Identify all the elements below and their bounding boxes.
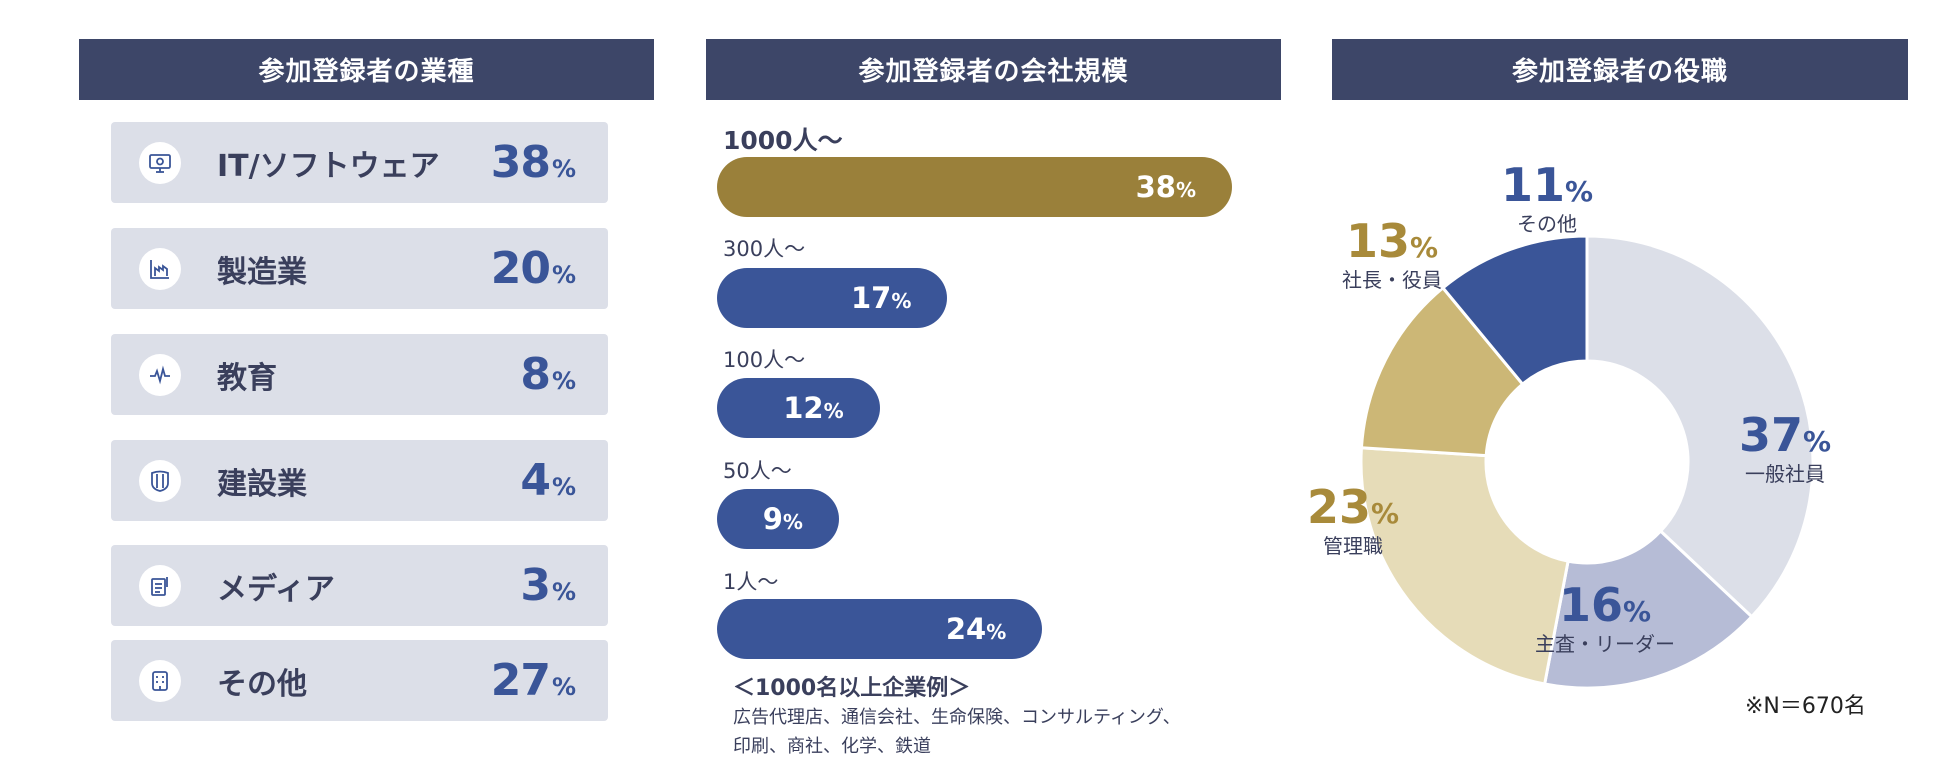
bar-value-label: 17% [850, 281, 912, 315]
donut-slice-label: 16% 主査・リーダー [1535, 578, 1675, 656]
industry-row-media: メディア 3% [111, 545, 608, 626]
industry-row-education: 教育 8% [111, 334, 608, 415]
bar: 9% [717, 489, 839, 549]
factory-icon [139, 248, 181, 290]
industry-header: 参加登録者の業種 [79, 39, 654, 100]
example-companies-list: 広告代理店、通信会社、生命保険、コンサルティング、印刷、商社、化学、鉄道 [733, 707, 1181, 757]
industry-row-manufacturing: 製造業 20% [111, 228, 608, 309]
building-icon [139, 660, 181, 702]
industry-value: 20% [490, 243, 576, 294]
bar-category-label: 100人〜 [723, 348, 806, 372]
bar-value-label: 38% [1135, 170, 1196, 204]
donut-slice [1359, 446, 1570, 686]
industry-label: 教育 [217, 360, 277, 396]
donut-slice [1542, 529, 1754, 690]
donut-slice-label: 23% 管理職 [1306, 480, 1400, 558]
industry-value: 27% [490, 655, 576, 706]
donut-slice-label: 37% 一般社員 [1738, 408, 1832, 486]
shield-icon [139, 460, 181, 502]
industry-value: 3% [520, 560, 576, 611]
industry-label: 建設業 [217, 466, 307, 502]
industry-label: IT/ソフトウェア [217, 148, 440, 184]
bar: 17% [717, 268, 948, 328]
bar: 12% [717, 378, 880, 438]
bar-value-label: 9% [762, 502, 803, 536]
industry-label: 製造業 [217, 254, 307, 290]
donut-slice-label: 11% その他 [1500, 158, 1594, 236]
example-companies-title: ＜1000名以上企業例＞ [733, 676, 971, 701]
industry-label: その他 [217, 666, 307, 702]
donut-slice-label: 13% 社長・役員 [1342, 214, 1442, 292]
industry-row-it: IT/ソフトウェア 38% [111, 122, 608, 203]
position-header: 参加登録者の役職 [1332, 39, 1908, 100]
bar-value-label: 12% [783, 391, 844, 425]
industry-value: 8% [520, 349, 576, 400]
bar-category-label: 1000人〜 [723, 126, 843, 155]
pulse-icon [139, 354, 181, 396]
industry-label: メディア [217, 571, 335, 607]
donut-slice [1359, 285, 1525, 458]
sample-size-note: ※N＝670名 [1745, 694, 1866, 719]
industry-value: 38% [490, 137, 576, 188]
company-size-header: 参加登録者の会社規模 [706, 39, 1281, 100]
industry-row-other: その他 27% [111, 640, 608, 721]
bar: 24% [717, 599, 1043, 659]
industry-value: 4% [520, 455, 576, 506]
donut-slice [1440, 234, 1589, 387]
donut-slice [1585, 234, 1815, 619]
bar-value-label: 24% [945, 612, 1007, 646]
bar-category-label: 50人〜 [723, 459, 792, 483]
industry-row-construction: 建設業 4% [111, 440, 608, 521]
monitor-gear-icon [139, 142, 181, 184]
bar: 38% [717, 157, 1232, 217]
bar-category-label: 300人〜 [723, 237, 806, 261]
bar-category-label: 1人〜 [723, 570, 779, 594]
document-icon [139, 565, 181, 607]
